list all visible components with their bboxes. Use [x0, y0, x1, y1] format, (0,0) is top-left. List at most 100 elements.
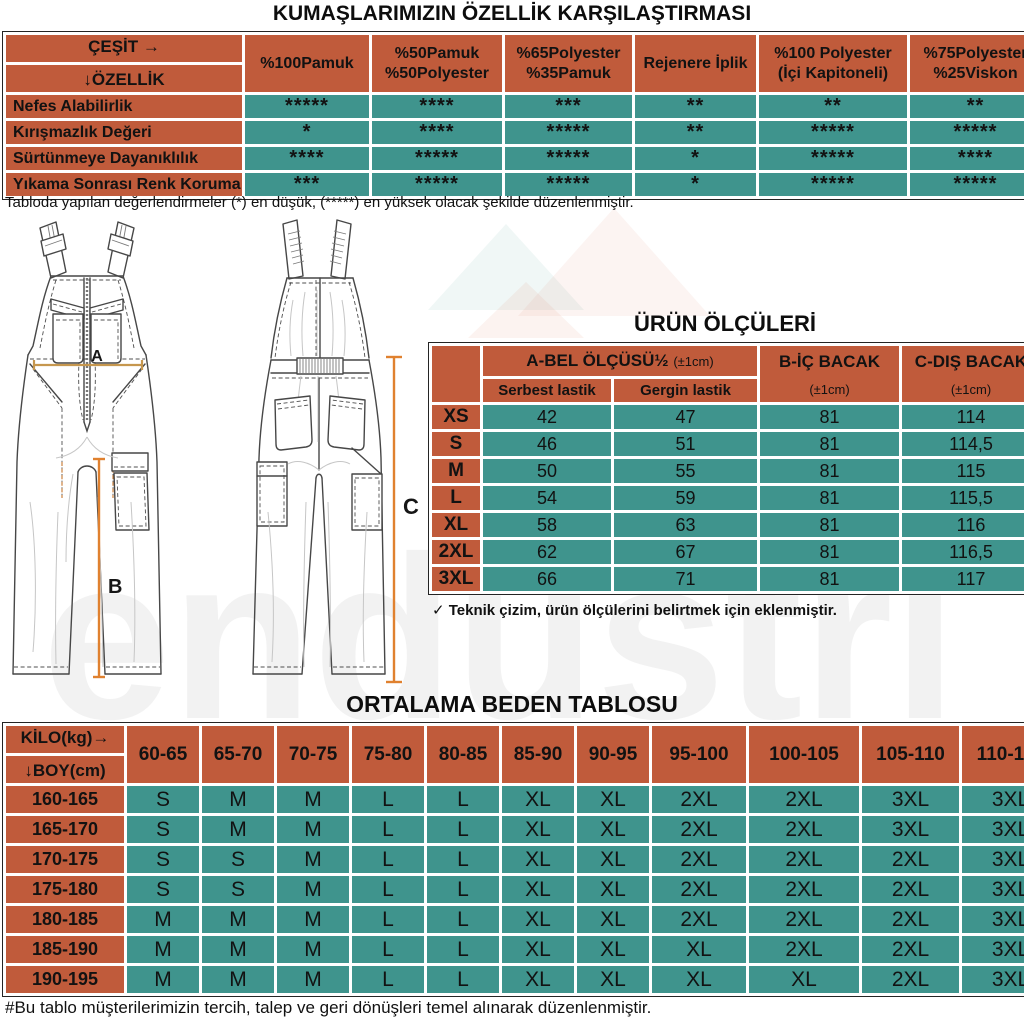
waist-tolerance-label: (±1cm)	[673, 354, 714, 369]
fabric-column-header: %100 Polyester (İçi Kapitoneli)	[759, 35, 907, 92]
measure-cell: 115	[902, 459, 1024, 483]
table-row: 180-185 M M M L L XL XL 2XL 2XL 2XL 3XL	[6, 906, 1024, 933]
size-cell: L	[427, 816, 499, 843]
size-cell: S	[127, 816, 199, 843]
measure-cell: 71	[614, 567, 757, 591]
size-cell: XL	[502, 966, 574, 993]
size-row-label: XL	[432, 513, 480, 537]
back-body-outline	[252, 277, 386, 675]
front-cargo-pocket	[111, 452, 150, 531]
weight-range-header: 60-65	[127, 726, 199, 783]
front-slant-pockets	[29, 363, 146, 498]
table-row: 170-175 S S M L L XL XL 2XL 2XL 2XL 3XL	[6, 846, 1024, 873]
size-cell: 2XL	[862, 846, 959, 873]
size-cell: XL	[652, 936, 746, 963]
size-cell: L	[427, 876, 499, 903]
measure-cell: 81	[760, 432, 899, 456]
measure-cell: 81	[760, 513, 899, 537]
dimension-b-label: B	[108, 576, 122, 598]
size-cell: 2XL	[652, 906, 746, 933]
rating-cell: *****	[759, 147, 907, 170]
size-cell: M	[277, 906, 349, 933]
size-cell: 2XL	[652, 816, 746, 843]
property-row-label: Yıkama Sonrası Renk Koruma	[6, 173, 242, 196]
comparison-corner-cell: ÇEŞİT → ↓ÖZELLİK	[6, 35, 242, 92]
size-cell: 2XL	[749, 906, 859, 933]
weight-range-header: 90-95	[577, 726, 649, 783]
size-row-label: L	[432, 486, 480, 510]
height-row-label: 165-170	[6, 816, 124, 843]
size-cell: 2XL	[652, 876, 746, 903]
rating-cell: *	[635, 147, 756, 170]
size-cell: XL	[502, 936, 574, 963]
rating-cell: *****	[372, 173, 502, 196]
size-cell: 3XL	[962, 966, 1024, 993]
rating-cell: *	[635, 173, 756, 196]
size-chart-table: KİLO(kg)→ ↓BOY(cm) 60-65 65-70 70-75 75-…	[2, 722, 1024, 997]
fabric-column-header: %100Pamuk	[245, 35, 369, 92]
loose-elastic-header: Serbest lastik	[483, 379, 611, 402]
rating-cell: *****	[505, 147, 632, 170]
front-chest-pockets	[50, 298, 124, 364]
size-cell: XL	[577, 936, 649, 963]
size-cell: L	[427, 936, 499, 963]
size-cell: 2XL	[862, 966, 959, 993]
table-row: 190-195 M M M L L XL XL XL XL 2XL 3XL	[6, 966, 1024, 993]
weight-range-header: 105-110	[862, 726, 959, 783]
measure-cell: 81	[760, 567, 899, 591]
rating-cell: ****	[910, 147, 1024, 170]
size-cell: M	[277, 816, 349, 843]
measure-cell: 42	[483, 405, 611, 429]
size-cell: 2XL	[862, 936, 959, 963]
inner-leg-label: B-İÇ BACAK	[778, 351, 881, 371]
measure-cell: 67	[614, 540, 757, 564]
size-cell: 2XL	[749, 786, 859, 813]
table-row: Yıkama Sonrası Renk Koruma *** ***** ***…	[6, 173, 1024, 196]
rating-cell: *****	[910, 121, 1024, 144]
size-cell: XL	[577, 876, 649, 903]
rating-cell: ***	[245, 173, 369, 196]
measure-cell: 54	[483, 486, 611, 510]
overalls-back-view: C	[252, 219, 419, 684]
size-cell: L	[352, 906, 424, 933]
measurements-footnote: ✓ Teknik çizim, ürün ölçülerini belirtme…	[432, 602, 837, 619]
weight-range-header: 65-70	[202, 726, 274, 783]
front-zipper	[78, 277, 96, 434]
measure-cell: 114	[902, 405, 1024, 429]
size-cell: L	[427, 966, 499, 993]
rating-cell: *****	[505, 121, 632, 144]
size-cell: XL	[502, 846, 574, 873]
size-cell: M	[277, 966, 349, 993]
outer-leg-header: C-DIŞ BACAK (±1cm)	[902, 346, 1024, 402]
rating-cell: **	[759, 95, 907, 118]
size-cell: 3XL	[862, 786, 959, 813]
size-chart-footnote: #Bu tablo müşterilerimizin tercih, talep…	[5, 998, 652, 1017]
weight-range-header: 95-100	[652, 726, 746, 783]
weight-range-header: 100-105	[749, 726, 859, 783]
fabric-column-header: %65Polyester %35Pamuk	[505, 35, 632, 92]
table-row: 165-170 S M M L L XL XL 2XL 2XL 3XL 3XL	[6, 816, 1024, 843]
measure-cell: 66	[483, 567, 611, 591]
size-cell: XL	[577, 816, 649, 843]
rating-cell: *****	[759, 121, 907, 144]
rating-cell: *	[245, 121, 369, 144]
rating-cell: *****	[245, 95, 369, 118]
rating-cell: **	[910, 95, 1024, 118]
size-cell: L	[427, 846, 499, 873]
rating-cell: *****	[759, 173, 907, 196]
size-cell: 2XL	[749, 876, 859, 903]
size-cell: 3XL	[962, 936, 1024, 963]
size-cell: XL	[577, 846, 649, 873]
table-row: 160-165 S M M L L XL XL 2XL 2XL 3XL 3XL	[6, 786, 1024, 813]
corner-boy-label: ↓BOY(cm)	[24, 761, 106, 780]
corner-ceshit-label: ÇEŞİT →	[6, 35, 242, 65]
weight-range-header: 85-90	[502, 726, 574, 783]
measure-cell: 51	[614, 432, 757, 456]
dimension-a: A	[32, 348, 144, 370]
measure-cell: 116,5	[902, 540, 1024, 564]
height-row-label: 185-190	[6, 936, 124, 963]
watermark-triangle-pink-small	[468, 282, 584, 338]
size-cell: S	[127, 846, 199, 873]
size-row-label: XS	[432, 405, 480, 429]
size-cell: S	[202, 876, 274, 903]
